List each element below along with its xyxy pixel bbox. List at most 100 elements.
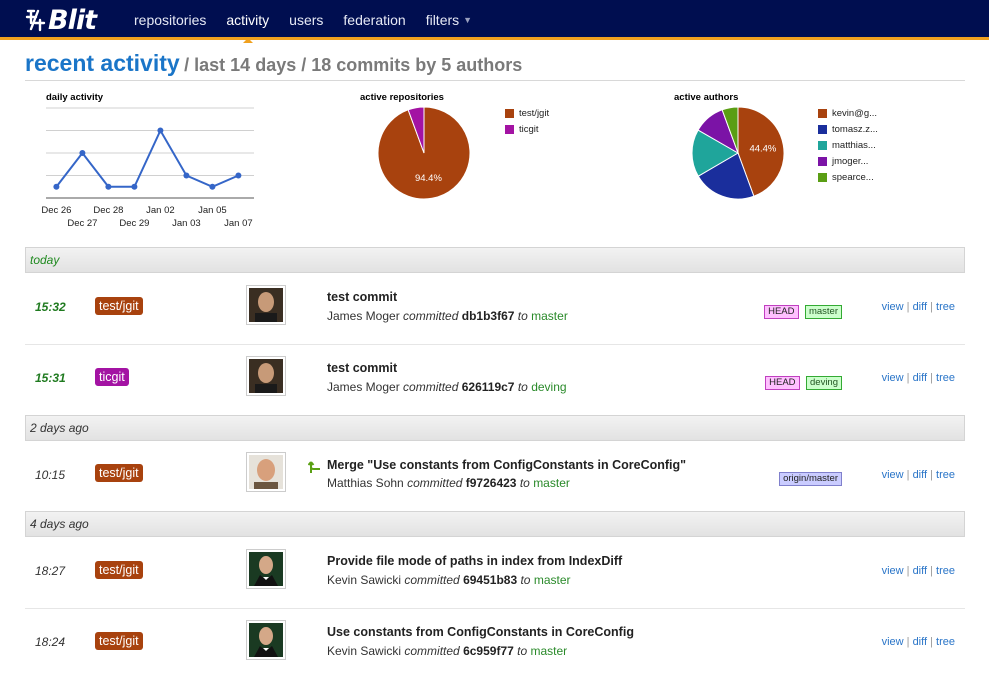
data-point bbox=[131, 183, 138, 190]
legend-item: kevin@g... bbox=[818, 105, 878, 121]
avatar[interactable] bbox=[246, 549, 286, 589]
day-header-2-days-ago: 2 days ago bbox=[25, 415, 965, 441]
commit-author[interactable]: Kevin Sawicki bbox=[327, 644, 402, 658]
legend-swatch bbox=[818, 124, 827, 134]
legend-label: spearce... bbox=[832, 171, 874, 183]
legend-label: matthias... bbox=[832, 139, 876, 151]
legend-label: tomasz.z... bbox=[832, 123, 878, 135]
commit-links: view | diff | tree bbox=[881, 372, 955, 384]
repo-badge[interactable]: test/jgit bbox=[95, 464, 143, 482]
commit-row: 15:32 test/jgit test commit James Moger … bbox=[25, 274, 965, 345]
pie-slice[interactable] bbox=[697, 152, 755, 200]
avatar[interactable] bbox=[246, 620, 286, 660]
view-link[interactable]: view bbox=[881, 301, 904, 313]
page-title-main: recent activity bbox=[25, 50, 180, 76]
pie-slice[interactable] bbox=[737, 106, 785, 197]
commit-to: to bbox=[520, 573, 531, 587]
commit-branch[interactable]: master bbox=[533, 476, 570, 490]
repo-badge[interactable]: ticgit bbox=[95, 368, 129, 386]
diff-link[interactable]: diff bbox=[912, 469, 928, 481]
repo-badge[interactable]: test/jgit bbox=[95, 297, 143, 315]
x-tick-label: Jan 03 bbox=[172, 218, 201, 229]
commit-branch[interactable]: deving bbox=[531, 380, 567, 394]
avatar[interactable] bbox=[246, 285, 286, 325]
commit-branch[interactable]: master bbox=[531, 309, 568, 323]
ref-branch[interactable]: master bbox=[804, 305, 842, 319]
tree-link[interactable]: tree bbox=[936, 565, 955, 577]
view-link[interactable]: view bbox=[881, 565, 904, 577]
slice-label: 94.4% bbox=[415, 173, 442, 184]
commit-message[interactable]: Merge "Use constants from ConfigConstant… bbox=[327, 458, 687, 472]
commit-sha[interactable]: 69451b83 bbox=[463, 573, 518, 587]
tree-link[interactable]: tree bbox=[936, 469, 955, 481]
pie-slice[interactable] bbox=[691, 129, 739, 177]
chevron-down-icon: ▼ bbox=[463, 15, 473, 25]
active-repositories-title: active repositories bbox=[360, 92, 444, 103]
commit-branch[interactable]: master bbox=[533, 573, 571, 587]
diff-link[interactable]: diff bbox=[912, 372, 928, 384]
commit-verb: committed bbox=[403, 380, 459, 394]
active-authors-title: active authors bbox=[674, 92, 739, 103]
ref-head[interactable]: HEAD bbox=[765, 376, 800, 390]
ref-remote[interactable]: origin/master bbox=[779, 472, 842, 486]
nav-users[interactable]: users bbox=[289, 12, 324, 28]
gitblit-logo[interactable]: Blit bbox=[25, 4, 97, 36]
tree-link[interactable]: tree bbox=[936, 301, 955, 313]
view-link[interactable]: view bbox=[881, 372, 904, 384]
avatar[interactable] bbox=[246, 452, 286, 492]
active-authors-legend: kevin@g... tomasz.z... matthias... jmoger..… bbox=[818, 105, 878, 185]
commit-author[interactable]: James Moger bbox=[327, 309, 400, 323]
pie-slice[interactable] bbox=[407, 106, 425, 154]
nav-activity[interactable]: activity bbox=[216, 0, 279, 43]
view-link[interactable]: view bbox=[881, 469, 904, 481]
commit-message[interactable]: Use constants from ConfigConstants in Co… bbox=[327, 625, 634, 639]
nav-federation[interactable]: federation bbox=[343, 12, 406, 28]
commit-author[interactable]: James Moger bbox=[327, 380, 400, 394]
commit-sha[interactable]: f9726423 bbox=[465, 476, 517, 490]
commit-time: 15:32 bbox=[35, 300, 66, 314]
avatar-image bbox=[249, 455, 283, 489]
commit-sha[interactable]: 6c959f77 bbox=[463, 644, 514, 658]
title-divider bbox=[25, 80, 965, 81]
active-authors-chart: 44.4% bbox=[691, 106, 785, 200]
day-header-today: today bbox=[25, 247, 965, 273]
diff-link[interactable]: diff bbox=[912, 636, 928, 648]
commit-to: to bbox=[519, 476, 530, 490]
diff-link[interactable]: diff bbox=[912, 565, 928, 577]
commit-author[interactable]: Matthias Sohn bbox=[327, 476, 404, 490]
legend-item: test/jgit bbox=[505, 105, 549, 121]
nav-repositories[interactable]: repositories bbox=[134, 12, 207, 28]
commit-verb: committed bbox=[403, 309, 459, 323]
commit-verb: committed bbox=[404, 644, 460, 658]
commit-to: to bbox=[517, 380, 528, 394]
ref-branch[interactable]: deving bbox=[806, 376, 842, 390]
repo-badge[interactable]: test/jgit bbox=[95, 561, 143, 579]
commit-verb: committed bbox=[407, 476, 463, 490]
commit-row: 18:24 test/jgit Use constants from Confi… bbox=[25, 609, 965, 680]
commit-time: 18:24 bbox=[35, 635, 66, 649]
commit-author[interactable]: Kevin Sawicki bbox=[327, 573, 402, 587]
view-link[interactable]: view bbox=[881, 636, 904, 648]
commit-message[interactable]: test commit bbox=[327, 361, 398, 375]
commit-sha[interactable]: db1b3f67 bbox=[461, 309, 515, 323]
x-tick-label: Dec 26 bbox=[41, 205, 71, 216]
legend-item: tomasz.z... bbox=[818, 121, 878, 137]
ref-head[interactable]: HEAD bbox=[764, 305, 799, 319]
x-tick-label: Jan 02 bbox=[146, 205, 175, 216]
diff-link[interactable]: diff bbox=[912, 301, 928, 313]
avatar[interactable] bbox=[246, 356, 286, 396]
commit-message[interactable]: test commit bbox=[327, 290, 398, 304]
day-header-4-days-ago: 4 days ago bbox=[25, 511, 965, 537]
data-point bbox=[209, 183, 216, 190]
commit-sha[interactable]: 626119c7 bbox=[461, 380, 515, 394]
series-line bbox=[55, 128, 239, 188]
commit-to: to bbox=[517, 644, 528, 658]
pie-slice[interactable] bbox=[721, 106, 739, 154]
commit-branch[interactable]: master bbox=[530, 644, 568, 658]
tree-link[interactable]: tree bbox=[936, 636, 955, 648]
tree-link[interactable]: tree bbox=[936, 372, 955, 384]
commit-message[interactable]: Provide file mode of paths in index from… bbox=[327, 554, 623, 568]
repo-badge[interactable]: test/jgit bbox=[95, 632, 143, 650]
x-tick-label: Jan 07 bbox=[224, 218, 253, 229]
nav-filters[interactable]: filters ▼ bbox=[416, 0, 482, 40]
